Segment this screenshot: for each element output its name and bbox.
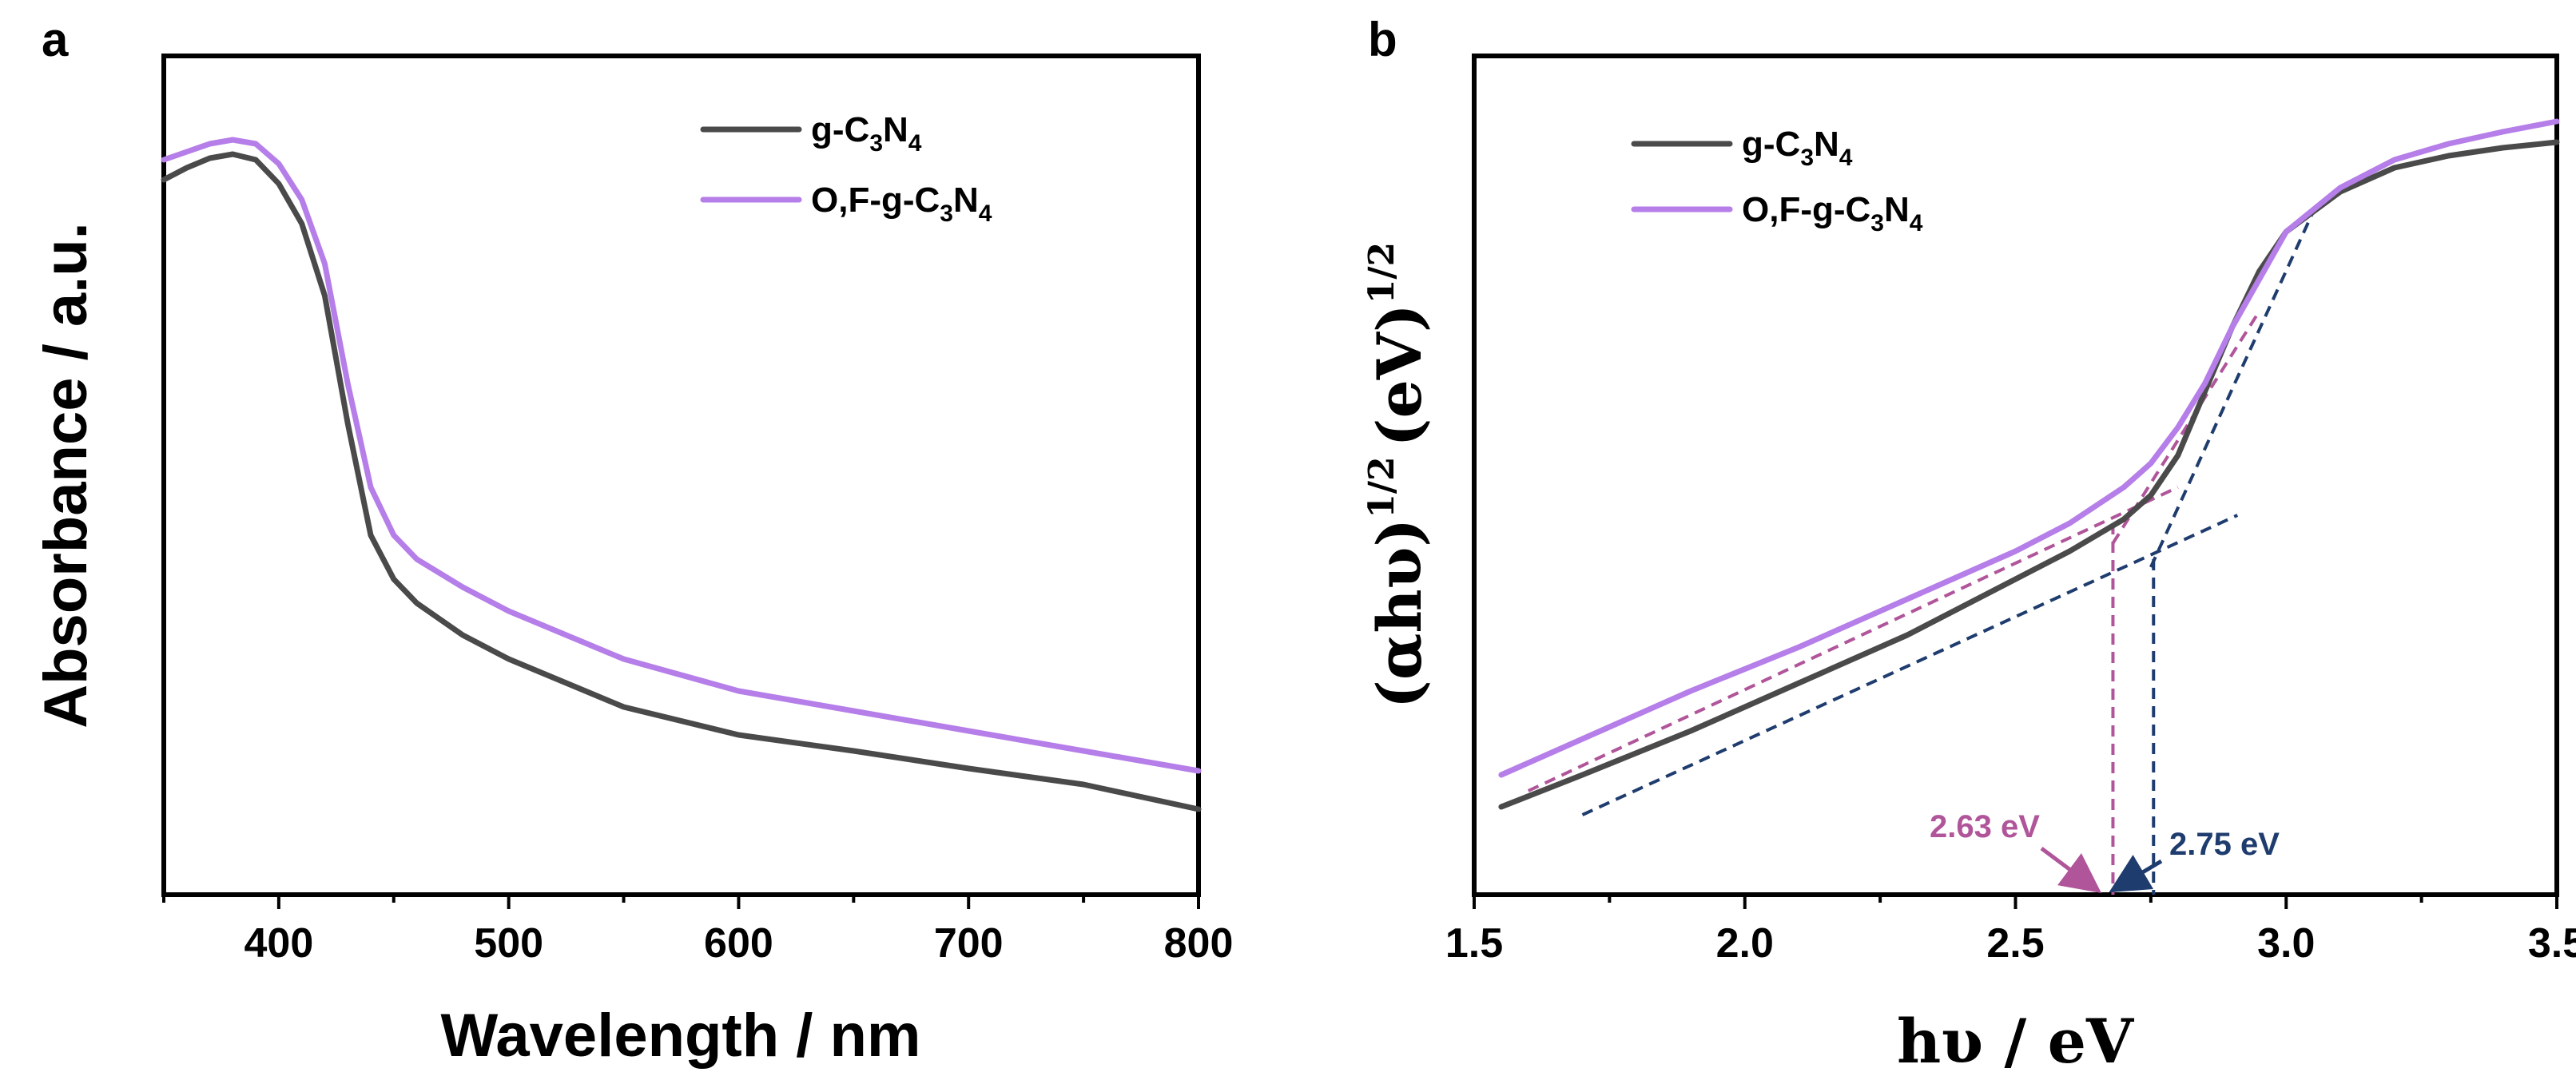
annotation-2-63-ev: 2.63 eV	[1930, 809, 2040, 844]
legend-label-g-c3n4: g-C3N4	[811, 110, 922, 157]
series-line-g-c3n4	[161, 151, 1202, 812]
panel-b-series	[1498, 118, 2560, 810]
panel-b-y-axis-title: (αhυ)1/2(eV)1/2	[1362, 242, 1435, 709]
panel-b-fit-lines	[1527, 199, 2320, 895]
fit-line-g-c3n4-slope	[2149, 199, 2320, 568]
annotation-2-63-ev-arrow	[2040, 846, 2102, 893]
x-tick-label: 400	[244, 920, 314, 967]
x-tick-label: 700	[934, 920, 1004, 967]
x-tick-label: 800	[1164, 920, 1234, 967]
panel-b-axes-frame	[1472, 54, 2559, 897]
x-tick-label: 3.5	[2528, 920, 2576, 967]
panel-a-legend: g-C3N4 O,F-g-C3N4	[700, 110, 992, 227]
legend-label-of-g-c3n4: O,F-g-C3N4	[1742, 190, 1923, 236]
annotation-2-75-ev-arrow	[2109, 855, 2163, 893]
series-line-g-c3n4	[1498, 139, 2560, 810]
panel-b-x-ticks: 1.5 2.0 2.5 3.0 3.5	[1445, 895, 2576, 967]
x-tick-label: 600	[704, 920, 773, 967]
series-line-o-f-g-c3n4	[161, 137, 1202, 774]
legend-label-g-c3n4: g-C3N4	[1742, 125, 1853, 171]
panel-a-x-ticks: 400 500 600 700 800	[162, 895, 1234, 967]
legend-label-of-g-c3n4: O,F-g-C3N4	[811, 181, 992, 227]
panel-a-x-axis-title: Wavelength / nm	[440, 1002, 920, 1070]
panel-b-letter: b	[1368, 13, 1397, 66]
panel-a: a 400 500 600 700 800 g-C3N4 O,F-g-C3N4 Wave…	[32, 13, 1233, 1070]
x-tick-label: 500	[474, 920, 543, 967]
panel-b: b 1.5 2.0 2.5 3.0 3.5 g-C3N4 O,F-g-C3N4 2.63…	[1362, 13, 2576, 1077]
x-tick-label: 1.5	[1445, 920, 1503, 967]
panel-a-axes-frame	[161, 54, 1201, 897]
panel-b-legend: g-C3N4 O,F-g-C3N4	[1631, 125, 1923, 236]
panel-a-y-axis-title: Absorbance / a.u.	[32, 222, 100, 729]
fit-line-o-f-g-c3n4-baseline	[1527, 486, 2179, 792]
panel-a-letter: a	[42, 13, 69, 66]
fit-line-g-c3n4-baseline	[1581, 514, 2239, 816]
panel-a-series	[161, 137, 1202, 812]
x-tick-label: 3.0	[2257, 920, 2315, 967]
panel-b-x-axis-title: hυ / eV	[1897, 1006, 2135, 1077]
x-tick-label: 2.5	[1986, 920, 2044, 967]
series-line-o-f-g-c3n4	[1498, 118, 2560, 778]
x-tick-label: 2.0	[1716, 920, 1774, 967]
annotation-2-75-ev: 2.75 eV	[2169, 827, 2280, 862]
